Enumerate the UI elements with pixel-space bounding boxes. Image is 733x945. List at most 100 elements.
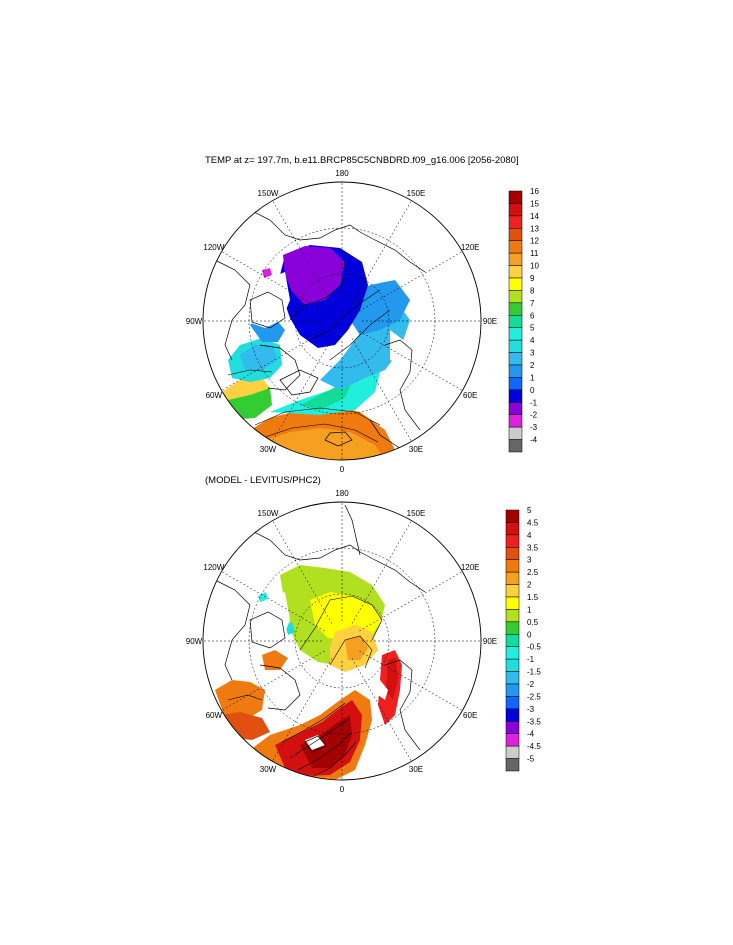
colorbar-swatch: [505, 683, 520, 697]
colorbar-swatch: [505, 534, 520, 548]
longitude-label: 90E: [483, 637, 497, 646]
colorbar-swatch: [505, 547, 520, 560]
longitude-label: 30E: [409, 765, 423, 774]
colorbar-label: 15: [530, 199, 539, 208]
colorbar-label: -5: [527, 755, 535, 764]
colorbar-swatch: [508, 277, 523, 291]
colorbar-label: 2.5: [527, 568, 539, 577]
longitude-label: 90W: [186, 317, 203, 326]
colorbar-label: 4: [530, 336, 535, 345]
colorbar-swatch: [505, 708, 520, 722]
panel1-map-boundary: [202, 181, 482, 461]
colorbar-label: -1.5: [527, 668, 541, 677]
colorbar-swatch: [505, 571, 520, 585]
colorbar-swatch: [508, 290, 523, 304]
longitude-label: 120E: [461, 243, 480, 252]
colorbar-label: 10: [530, 262, 539, 271]
colorbar-swatch: [508, 228, 523, 241]
colorbar-swatch: [508, 414, 523, 428]
colorbar-swatch: [505, 696, 520, 710]
colorbar-label: -4.5: [527, 742, 541, 751]
colorbar-label: 2: [527, 581, 532, 590]
colorbar-label: -1: [527, 655, 535, 664]
colorbar-label: 13: [530, 224, 539, 233]
colorbar-label: 0: [527, 630, 532, 639]
colorbar-swatch: [508, 190, 523, 204]
colorbar-label: 4: [527, 531, 532, 540]
longitude-label: 0: [340, 465, 345, 474]
colorbar-label: 5: [527, 506, 532, 515]
colorbar-label: 1: [530, 373, 535, 382]
colorbar-label: 4.5: [527, 518, 539, 527]
colorbar-label: -4: [530, 436, 538, 445]
longitude-label: 0: [340, 785, 345, 794]
colorbar-label: -3: [527, 705, 535, 714]
colorbar-swatch: [505, 721, 520, 734]
colorbar-swatch: [508, 265, 523, 279]
panel2-colorbar: 5 4.5 4 3.5 3 2.5 2 1.5 1 0.5 0 -0.5 -1 -1.5 -2 -2.5 -3 -…: [505, 506, 541, 772]
longitude-label: 60E: [463, 711, 477, 720]
colorbar-swatch: [508, 240, 523, 254]
longitude-label: 120W: [203, 563, 224, 572]
longitude-label: 120E: [461, 563, 480, 572]
colorbar-swatch: [505, 509, 520, 523]
longitude-label: 90E: [483, 317, 497, 326]
colorbar-swatch: [508, 402, 523, 415]
colorbar-label: 9: [530, 274, 535, 283]
longitude-label: 180: [335, 489, 349, 498]
colorbar-swatch: [505, 671, 520, 685]
panel1-longitude-labels: 180 150E 120E 90E 60E 30E 0 30W 60W 90W 120W 150W: [186, 169, 497, 474]
colorbar-label: 6: [530, 311, 535, 320]
colorbar-label: -3: [530, 423, 538, 432]
panel2-field: [215, 565, 402, 780]
colorbar-swatch: [505, 609, 520, 623]
colorbar-swatch: [508, 439, 523, 453]
colorbar-swatch: [505, 634, 520, 647]
colorbar-swatch: [505, 584, 520, 598]
longitude-label: 150W: [258, 189, 279, 198]
colorbar-label: 14: [530, 212, 539, 221]
longitude-label: 150E: [407, 189, 426, 198]
colorbar-swatch: [508, 302, 523, 316]
colorbar-label: -3.5: [527, 717, 541, 726]
colorbar-label: -2: [527, 680, 535, 689]
colorbar-label: -2.5: [527, 692, 541, 701]
longitude-label: 120W: [203, 243, 224, 252]
colorbar-swatch: [508, 377, 523, 391]
colorbar-swatch: [508, 252, 523, 266]
longitude-label: 60W: [206, 391, 223, 400]
panel2-longitude-labels: 180 150E 120E 90E 60E 30E 0 30W 60W 90W 120W 150W: [186, 489, 497, 794]
colorbar-label: 1: [527, 605, 532, 614]
colorbar-swatch: [505, 596, 520, 610]
colorbar-label: 0.5: [527, 618, 539, 627]
colorbar-label: 5: [530, 324, 535, 333]
colorbar-swatch: [508, 203, 523, 217]
longitude-label: 150W: [258, 509, 279, 518]
colorbar-swatch: [508, 315, 523, 328]
colorbar-swatch: [508, 352, 523, 366]
longitude-label: 60E: [463, 391, 477, 400]
longitude-label: 30W: [260, 445, 277, 454]
colorbar-label: -1: [530, 398, 538, 407]
colorbar-swatch: [505, 733, 520, 747]
colorbar-swatch: [505, 621, 520, 635]
colorbar-label: -0.5: [527, 643, 541, 652]
colorbar-label: 16: [530, 187, 539, 196]
panel1-contours: [227, 261, 391, 443]
colorbar-swatch: [508, 327, 523, 341]
colorbar-label: 3: [530, 349, 535, 358]
longitude-label: 60W: [206, 711, 223, 720]
panel2-map-boundary: [202, 501, 482, 781]
colorbar-label: 2: [530, 361, 535, 370]
colorbar-swatch: [508, 364, 523, 378]
colorbar-swatch: [505, 646, 520, 660]
colorbar-swatch: [508, 215, 523, 229]
colorbar-swatch: [508, 339, 523, 353]
colorbar-label: 8: [530, 286, 535, 295]
longitude-label: 150E: [407, 509, 426, 518]
colorbar-label: 3.5: [527, 543, 539, 552]
longitude-label: 30W: [260, 765, 277, 774]
longitude-label: 90W: [186, 637, 203, 646]
